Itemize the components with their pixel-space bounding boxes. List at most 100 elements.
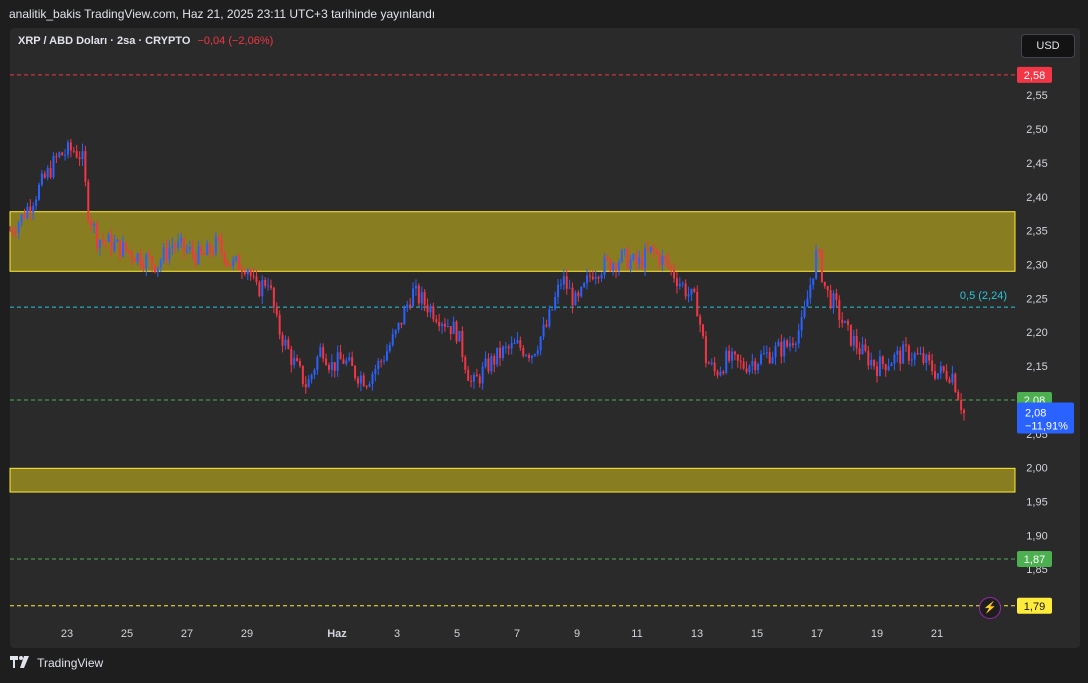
candle-body bbox=[133, 258, 136, 262]
candle-body bbox=[243, 272, 246, 275]
candle-body bbox=[464, 357, 467, 370]
candle-body bbox=[446, 326, 449, 328]
x-tick-label: 5 bbox=[454, 628, 460, 640]
candle-body bbox=[281, 334, 284, 346]
lightning-icon[interactable]: ⚡ bbox=[979, 597, 1001, 619]
candle-body bbox=[606, 257, 609, 260]
candle-body bbox=[383, 360, 386, 362]
candle-body bbox=[707, 363, 710, 365]
y-tick-label: 1,85 bbox=[1026, 564, 1047, 576]
candle-body bbox=[220, 239, 223, 253]
candle-body bbox=[597, 277, 600, 279]
candle-body bbox=[307, 379, 310, 388]
candle-body bbox=[922, 353, 925, 363]
candle-body bbox=[339, 352, 342, 360]
candle-body bbox=[646, 248, 649, 252]
symbol-label[interactable]: XRP / ABD Doları · 2sa · CRYPTO bbox=[18, 35, 191, 47]
candle-body bbox=[14, 232, 17, 234]
candle-body bbox=[551, 309, 554, 311]
candle-body bbox=[377, 360, 380, 370]
candle-body bbox=[820, 250, 823, 282]
footer-brand[interactable]: TradingView bbox=[10, 656, 103, 671]
candle-body bbox=[400, 322, 403, 325]
current-price-change: −11,91% bbox=[1025, 420, 1068, 432]
candle-body bbox=[954, 373, 957, 392]
candle-body bbox=[232, 259, 235, 266]
candle-body bbox=[142, 265, 145, 269]
y-tick-label: 1,90 bbox=[1026, 530, 1047, 542]
candle-body bbox=[148, 254, 151, 257]
y-tick-label: 2,55 bbox=[1026, 90, 1047, 102]
candle-body bbox=[438, 321, 441, 327]
candle-body bbox=[487, 358, 490, 372]
candle-body bbox=[760, 354, 763, 364]
candle-body bbox=[322, 347, 325, 359]
candle-body bbox=[275, 307, 278, 315]
candle-body bbox=[203, 253, 206, 256]
candle-body bbox=[458, 330, 461, 342]
candle-body bbox=[939, 366, 942, 374]
zone-1 bbox=[9, 467, 1016, 493]
candle-body bbox=[728, 350, 731, 361]
candle-body bbox=[786, 340, 789, 347]
candle-body bbox=[351, 357, 354, 366]
candle-body bbox=[661, 256, 664, 266]
candle-body bbox=[745, 368, 748, 373]
candle-body bbox=[849, 324, 852, 346]
candle-body bbox=[75, 151, 78, 158]
candle-body bbox=[777, 341, 780, 347]
candle-body bbox=[278, 314, 281, 335]
chart-pane[interactable] bbox=[10, 28, 1080, 648]
candle-body bbox=[264, 279, 267, 286]
candle-body bbox=[362, 375, 365, 387]
candle-body bbox=[574, 292, 577, 306]
candle-body bbox=[119, 239, 122, 257]
candle-body bbox=[348, 357, 351, 361]
candle-body bbox=[365, 386, 368, 388]
candle-body bbox=[539, 336, 542, 351]
candle-body bbox=[209, 243, 212, 253]
candle-body bbox=[641, 257, 644, 269]
candle-body bbox=[742, 361, 745, 369]
candle-body bbox=[754, 361, 757, 371]
candle-body bbox=[345, 360, 348, 364]
candle-body bbox=[768, 352, 771, 364]
x-tick-label: Haz bbox=[327, 628, 347, 640]
candle-body bbox=[864, 344, 867, 351]
candle-body bbox=[559, 284, 562, 286]
candle-body bbox=[693, 288, 696, 292]
candle-body bbox=[635, 254, 638, 265]
candle-body bbox=[174, 245, 177, 248]
candle-body bbox=[417, 285, 420, 304]
candle-body bbox=[519, 340, 522, 348]
candle-body bbox=[791, 343, 794, 346]
candle-body bbox=[826, 286, 829, 291]
candle-body bbox=[902, 344, 905, 364]
currency-button[interactable]: USD bbox=[1021, 34, 1075, 58]
candle-body bbox=[629, 259, 632, 270]
candle-body bbox=[240, 270, 243, 273]
candle-body bbox=[765, 352, 768, 354]
candle-body bbox=[223, 252, 226, 263]
candle-body bbox=[751, 361, 754, 366]
candle-body bbox=[675, 278, 678, 287]
candle-body bbox=[325, 358, 328, 366]
candle-body bbox=[423, 292, 426, 305]
candle-body bbox=[626, 249, 629, 270]
candle-body bbox=[185, 249, 188, 251]
candle-body bbox=[499, 347, 502, 359]
candle-body bbox=[684, 283, 687, 297]
candle-body bbox=[191, 247, 194, 255]
symbol-legend[interactable]: XRP / ABD Doları · 2sa · CRYPTO −0,04 (−… bbox=[18, 35, 273, 47]
candle-body bbox=[153, 265, 156, 273]
candle-body bbox=[945, 371, 948, 380]
candle-body bbox=[426, 304, 429, 313]
x-tick-label: 15 bbox=[751, 628, 763, 640]
candle-body bbox=[116, 239, 119, 243]
candle-body bbox=[545, 324, 548, 327]
candle-body bbox=[84, 151, 87, 182]
candle-body bbox=[37, 184, 40, 200]
candle-body bbox=[731, 351, 734, 361]
candle-body bbox=[156, 267, 159, 273]
